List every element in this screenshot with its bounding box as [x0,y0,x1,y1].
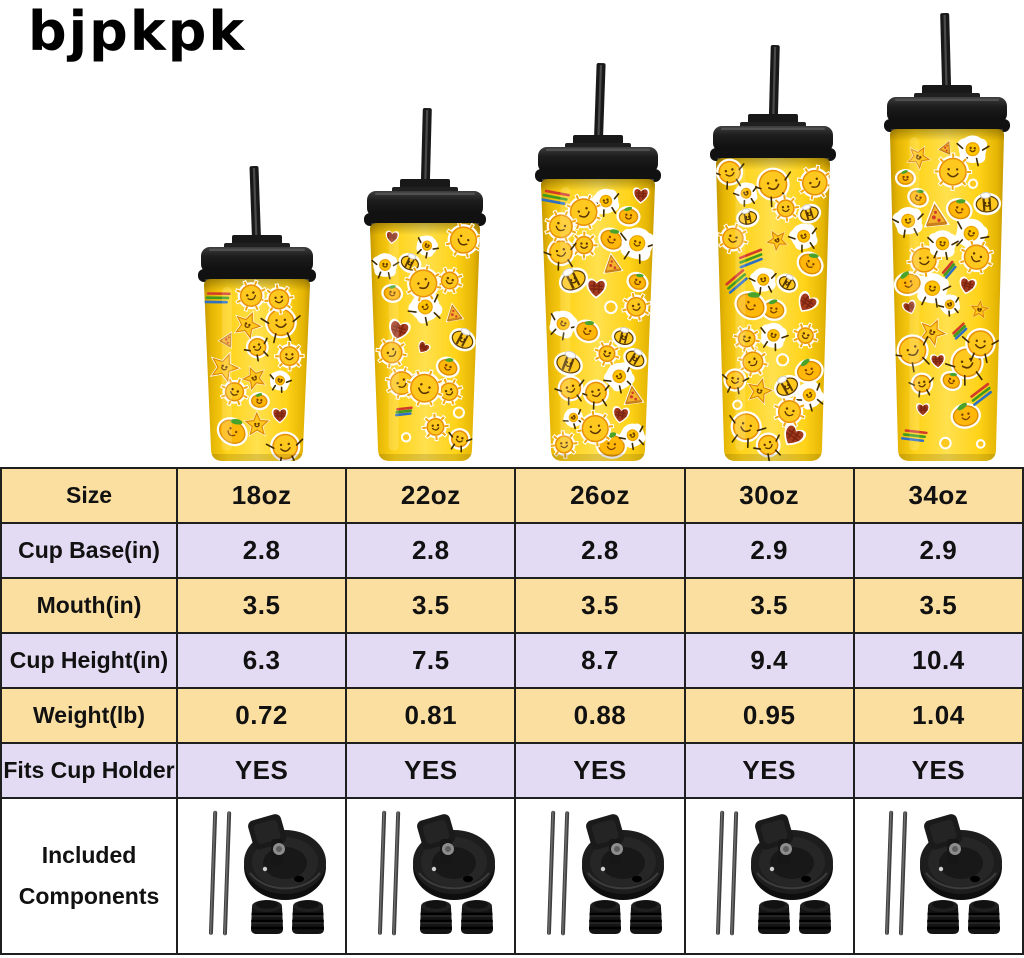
plug-caps-icon [758,899,832,934]
spec-row-cup-base-in: Cup Base(in) 2.8 2.8 2.8 2.9 2.9 [0,522,1024,579]
included-components-graphic [716,810,834,935]
straws-icon [546,810,570,935]
sticker-pattern [204,279,305,461]
spec-cell: 2.9 [852,522,1024,579]
sticker-pattern [891,135,1002,450]
lid-icon [364,179,486,226]
included-components-cell [345,797,517,955]
spec-cell: 34oz [852,467,1024,524]
spec-cell: 2.8 [175,522,348,579]
included-components-graphic [208,810,326,935]
tumbler-34oz [884,12,1010,461]
spec-cell: 3.5 [852,577,1024,634]
spec-row-mouth-in: Mouth(in) 3.5 3.5 3.5 3.5 3.5 [0,577,1024,634]
straw-icon [420,107,432,196]
straws-icon [716,810,739,935]
flip-lid-icon [920,813,1003,900]
spec-cell: 2.9 [683,522,855,579]
spec-cell: 0.81 [345,687,517,744]
plug-caps-icon [419,899,493,934]
straw-icon [768,44,780,131]
straws-icon [885,810,908,935]
spec-cell: 22oz [345,467,517,524]
sticker-pattern [541,187,655,459]
straw-icon [593,62,606,152]
spec-cell: YES [345,742,517,799]
spec-row-size: Size 18oz 22oz 26oz 30oz 34oz [0,467,1024,524]
spec-cell: 2.8 [345,522,517,579]
row-label: Mouth(in) [0,577,178,634]
brand-logo: bjpkpk [28,0,247,63]
lid-icon [884,85,1010,132]
sticker-pattern [371,223,480,453]
straw-icon [940,12,952,102]
spec-cell: YES [852,742,1024,799]
included-components-cell [175,797,348,955]
spec-cell: 18oz [175,467,348,524]
straws-icon [208,810,231,935]
plug-caps-icon [250,899,324,934]
included-components-graphic [546,810,664,935]
spec-cell: 1.04 [852,687,1024,744]
included-components-cell [683,797,855,955]
lid-icon [710,114,836,161]
included-components-cell [514,797,686,955]
spec-cell: YES [175,742,348,799]
flip-lid-icon [581,813,664,900]
spec-cell: 3.5 [345,577,517,634]
cup-body [541,179,655,461]
cup-body [370,223,480,461]
row-label: Weight(lb) [0,687,178,744]
included-components-graphic [885,810,1003,935]
spec-cell: YES [514,742,686,799]
spec-row-weight-lb: Weight(lb) 0.72 0.81 0.88 0.95 1.04 [0,687,1024,744]
flip-lid-icon [412,813,495,900]
row-label: Included Components [0,797,178,955]
spec-cell: 26oz [514,467,686,524]
lid-icon [198,235,316,282]
included-components-graphic [377,810,495,935]
sticker-pattern [716,158,830,461]
lid-icon [535,135,661,182]
spec-cell: 7.5 [345,632,517,689]
cup-body [204,279,310,461]
spec-cell: 3.5 [514,577,686,634]
spec-row-cup-height-in: Cup Height(in) 6.3 7.5 8.7 9.4 10.4 [0,632,1024,689]
spec-row-fits-cup-holder: Fits Cup Holder YES YES YES YES YES [0,742,1024,799]
tumbler-22oz [364,107,486,461]
cup-body [716,158,830,461]
included-components-cell [852,797,1024,955]
straws-icon [377,810,400,935]
flip-lid-icon [243,813,326,900]
row-label: Cup Height(in) [0,632,178,689]
row-label: Fits Cup Holder [0,742,178,799]
spec-cell: 9.4 [683,632,855,689]
straw-icon [249,165,262,252]
spec-cell: 30oz [683,467,855,524]
plug-caps-icon [588,899,662,934]
spec-cell: 0.72 [175,687,348,744]
spec-cell: 0.95 [683,687,855,744]
spec-cell: 3.5 [683,577,855,634]
spec-cell: YES [683,742,855,799]
spec-cell: 6.3 [175,632,348,689]
flip-lid-icon [751,813,834,900]
spec-table: Size 18oz 22oz 26oz 30oz 34oz Cup Base(in) 2.8 2… [0,467,1024,955]
included-components-row: Included Components [0,797,1024,955]
spec-cell: 2.8 [514,522,686,579]
tumbler-lineup [198,12,1010,461]
plug-caps-icon [927,899,1001,934]
cup-body [890,129,1004,461]
row-label: Cup Base(in) [0,522,178,579]
tumbler-18oz [198,165,316,461]
tumbler-30oz [710,44,836,461]
spec-cell: 3.5 [175,577,348,634]
spec-cell: 0.88 [514,687,686,744]
row-label: Size [0,467,178,524]
tumbler-26oz [535,62,661,461]
spec-cell: 8.7 [514,632,686,689]
spec-cell: 10.4 [852,632,1024,689]
